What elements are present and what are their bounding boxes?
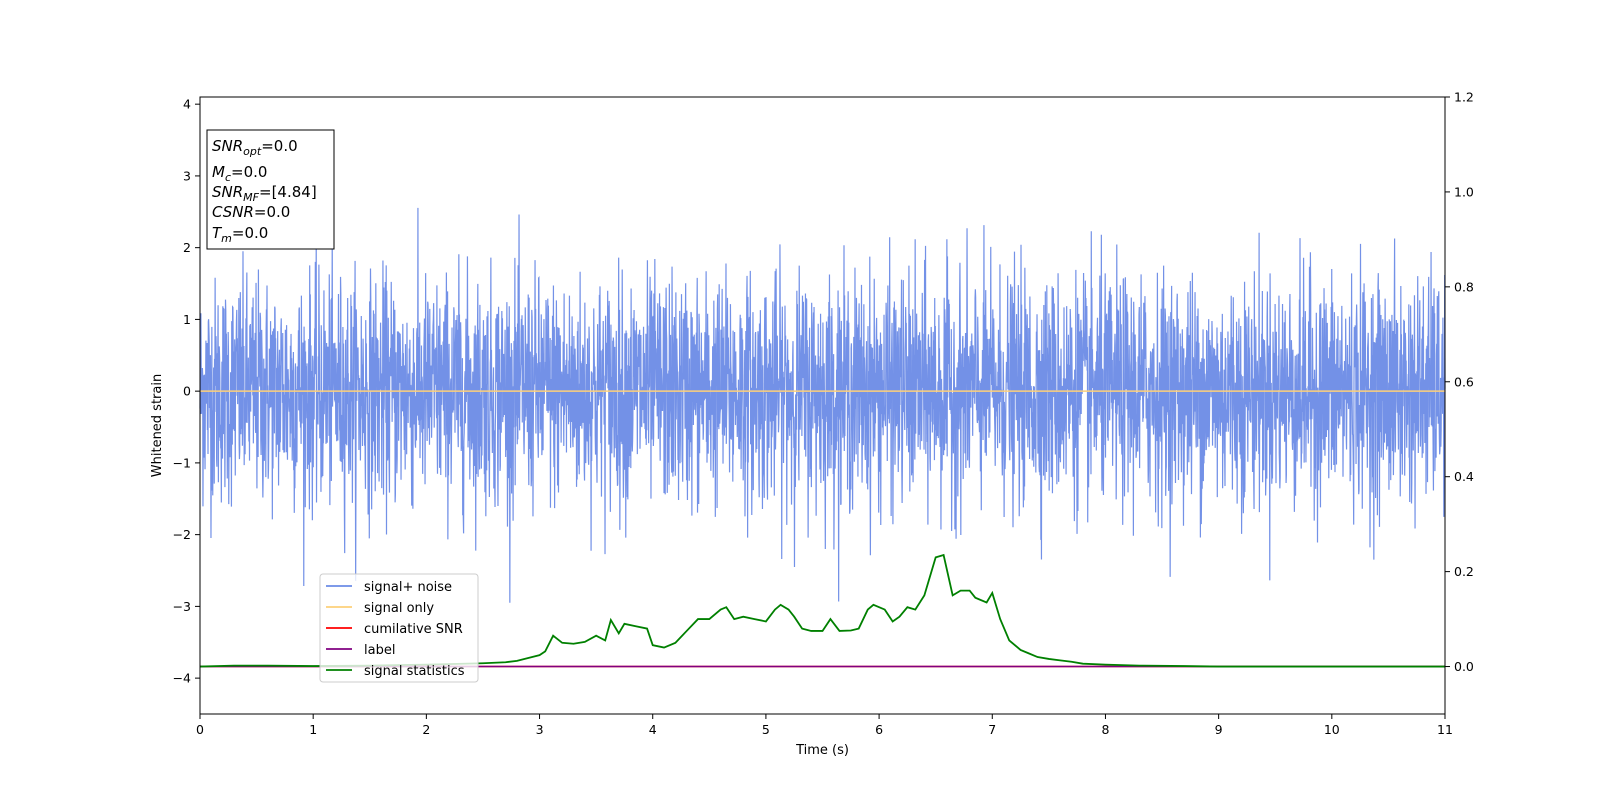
y-tick-label: −2 bbox=[173, 527, 191, 542]
y2-tick-label: 0.8 bbox=[1454, 279, 1474, 294]
y-tick-label: 4 bbox=[183, 97, 191, 112]
annotation-line: Mc=0.0 bbox=[212, 163, 267, 184]
annotation-line: SNRMF=[4.84] bbox=[212, 183, 317, 204]
x-tick-label: 1 bbox=[309, 722, 317, 737]
x-tick-label: 3 bbox=[536, 722, 544, 737]
series-signal-plus-noise bbox=[199, 207, 1446, 603]
annotation-line: Tm=0.0 bbox=[212, 224, 268, 245]
x-tick-label: 9 bbox=[1215, 722, 1223, 737]
legend: signal+ noise signal only cumilative SNR la… bbox=[319, 573, 479, 683]
y-tick-label: −1 bbox=[173, 455, 191, 470]
y2-tick-label: 0.0 bbox=[1454, 659, 1474, 674]
x-tick-label: 10 bbox=[1324, 722, 1340, 737]
y-axis-label: Whitened strain bbox=[150, 374, 165, 477]
axes-frame bbox=[199, 96, 1446, 715]
x-axis-label: Time (s) bbox=[795, 743, 849, 758]
y-tick-label: 0 bbox=[183, 384, 191, 399]
y2-tick-label: 0.4 bbox=[1454, 469, 1474, 484]
annotation-line: SNRopt=0.0 bbox=[212, 137, 298, 158]
x-tick-label: 7 bbox=[988, 722, 996, 737]
x-tick-label: 2 bbox=[422, 722, 430, 737]
series-signal-statistics bbox=[199, 553, 1445, 668]
x-axis-ticks: 0 1 2 3 4 5 6 7 8 9 10 11 bbox=[196, 714, 1453, 737]
legend-label: signal statistics bbox=[364, 664, 465, 679]
y-tick-label: −4 bbox=[173, 671, 191, 686]
legend-frame bbox=[319, 573, 479, 683]
x-tick-label: 4 bbox=[649, 722, 657, 737]
legend-label: signal only bbox=[364, 601, 434, 616]
x-tick-label: 6 bbox=[875, 722, 883, 737]
y2-axis-ticks: 0.0 0.2 0.4 0.6 0.8 1.0 1.2 bbox=[1445, 90, 1474, 674]
signal-noise-layer bbox=[199, 207, 1446, 603]
y-axis-ticks: −4 −3 −2 −1 0 1 2 3 4 bbox=[173, 97, 200, 686]
annotation-line: CSNR=0.0 bbox=[212, 203, 290, 221]
x-tick-label: 0 bbox=[196, 722, 204, 737]
y-tick-label: 1 bbox=[183, 312, 191, 327]
y2-tick-label: 1.0 bbox=[1454, 184, 1474, 199]
x-tick-label: 5 bbox=[762, 722, 770, 737]
x-tick-label: 11 bbox=[1437, 722, 1453, 737]
y-tick-label: 3 bbox=[183, 168, 191, 183]
y2-tick-label: 0.6 bbox=[1454, 374, 1474, 389]
legend-label: label bbox=[364, 643, 395, 658]
y2-tick-label: 0.2 bbox=[1454, 564, 1474, 579]
x-tick-label: 8 bbox=[1101, 722, 1109, 737]
annotation-box-frame bbox=[206, 129, 335, 250]
y-tick-label: 2 bbox=[183, 240, 191, 255]
y2-tick-label: 1.2 bbox=[1454, 90, 1474, 105]
y-tick-label: −3 bbox=[173, 599, 191, 614]
legend-label: signal+ noise bbox=[364, 580, 452, 595]
legend-label: cumilative SNR bbox=[364, 622, 463, 637]
